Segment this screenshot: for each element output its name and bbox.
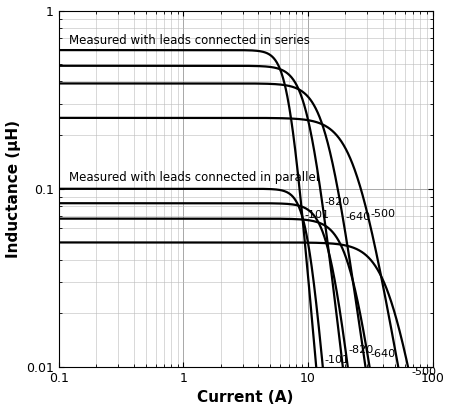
- Text: -640: -640: [370, 349, 395, 358]
- Text: Measured with leads connected in series: Measured with leads connected in series: [69, 34, 310, 47]
- X-axis label: Current (A): Current (A): [198, 390, 294, 405]
- Text: -820: -820: [325, 197, 350, 207]
- Text: Measured with leads connected in parallel: Measured with leads connected in paralle…: [69, 171, 319, 185]
- Text: -640: -640: [345, 212, 370, 222]
- Text: -820: -820: [348, 344, 374, 355]
- Y-axis label: Inductance (μH): Inductance (μH): [5, 120, 21, 258]
- Text: -101: -101: [305, 210, 330, 220]
- Text: -101: -101: [325, 355, 350, 365]
- Text: -500: -500: [370, 208, 395, 219]
- Text: -500: -500: [412, 367, 437, 377]
